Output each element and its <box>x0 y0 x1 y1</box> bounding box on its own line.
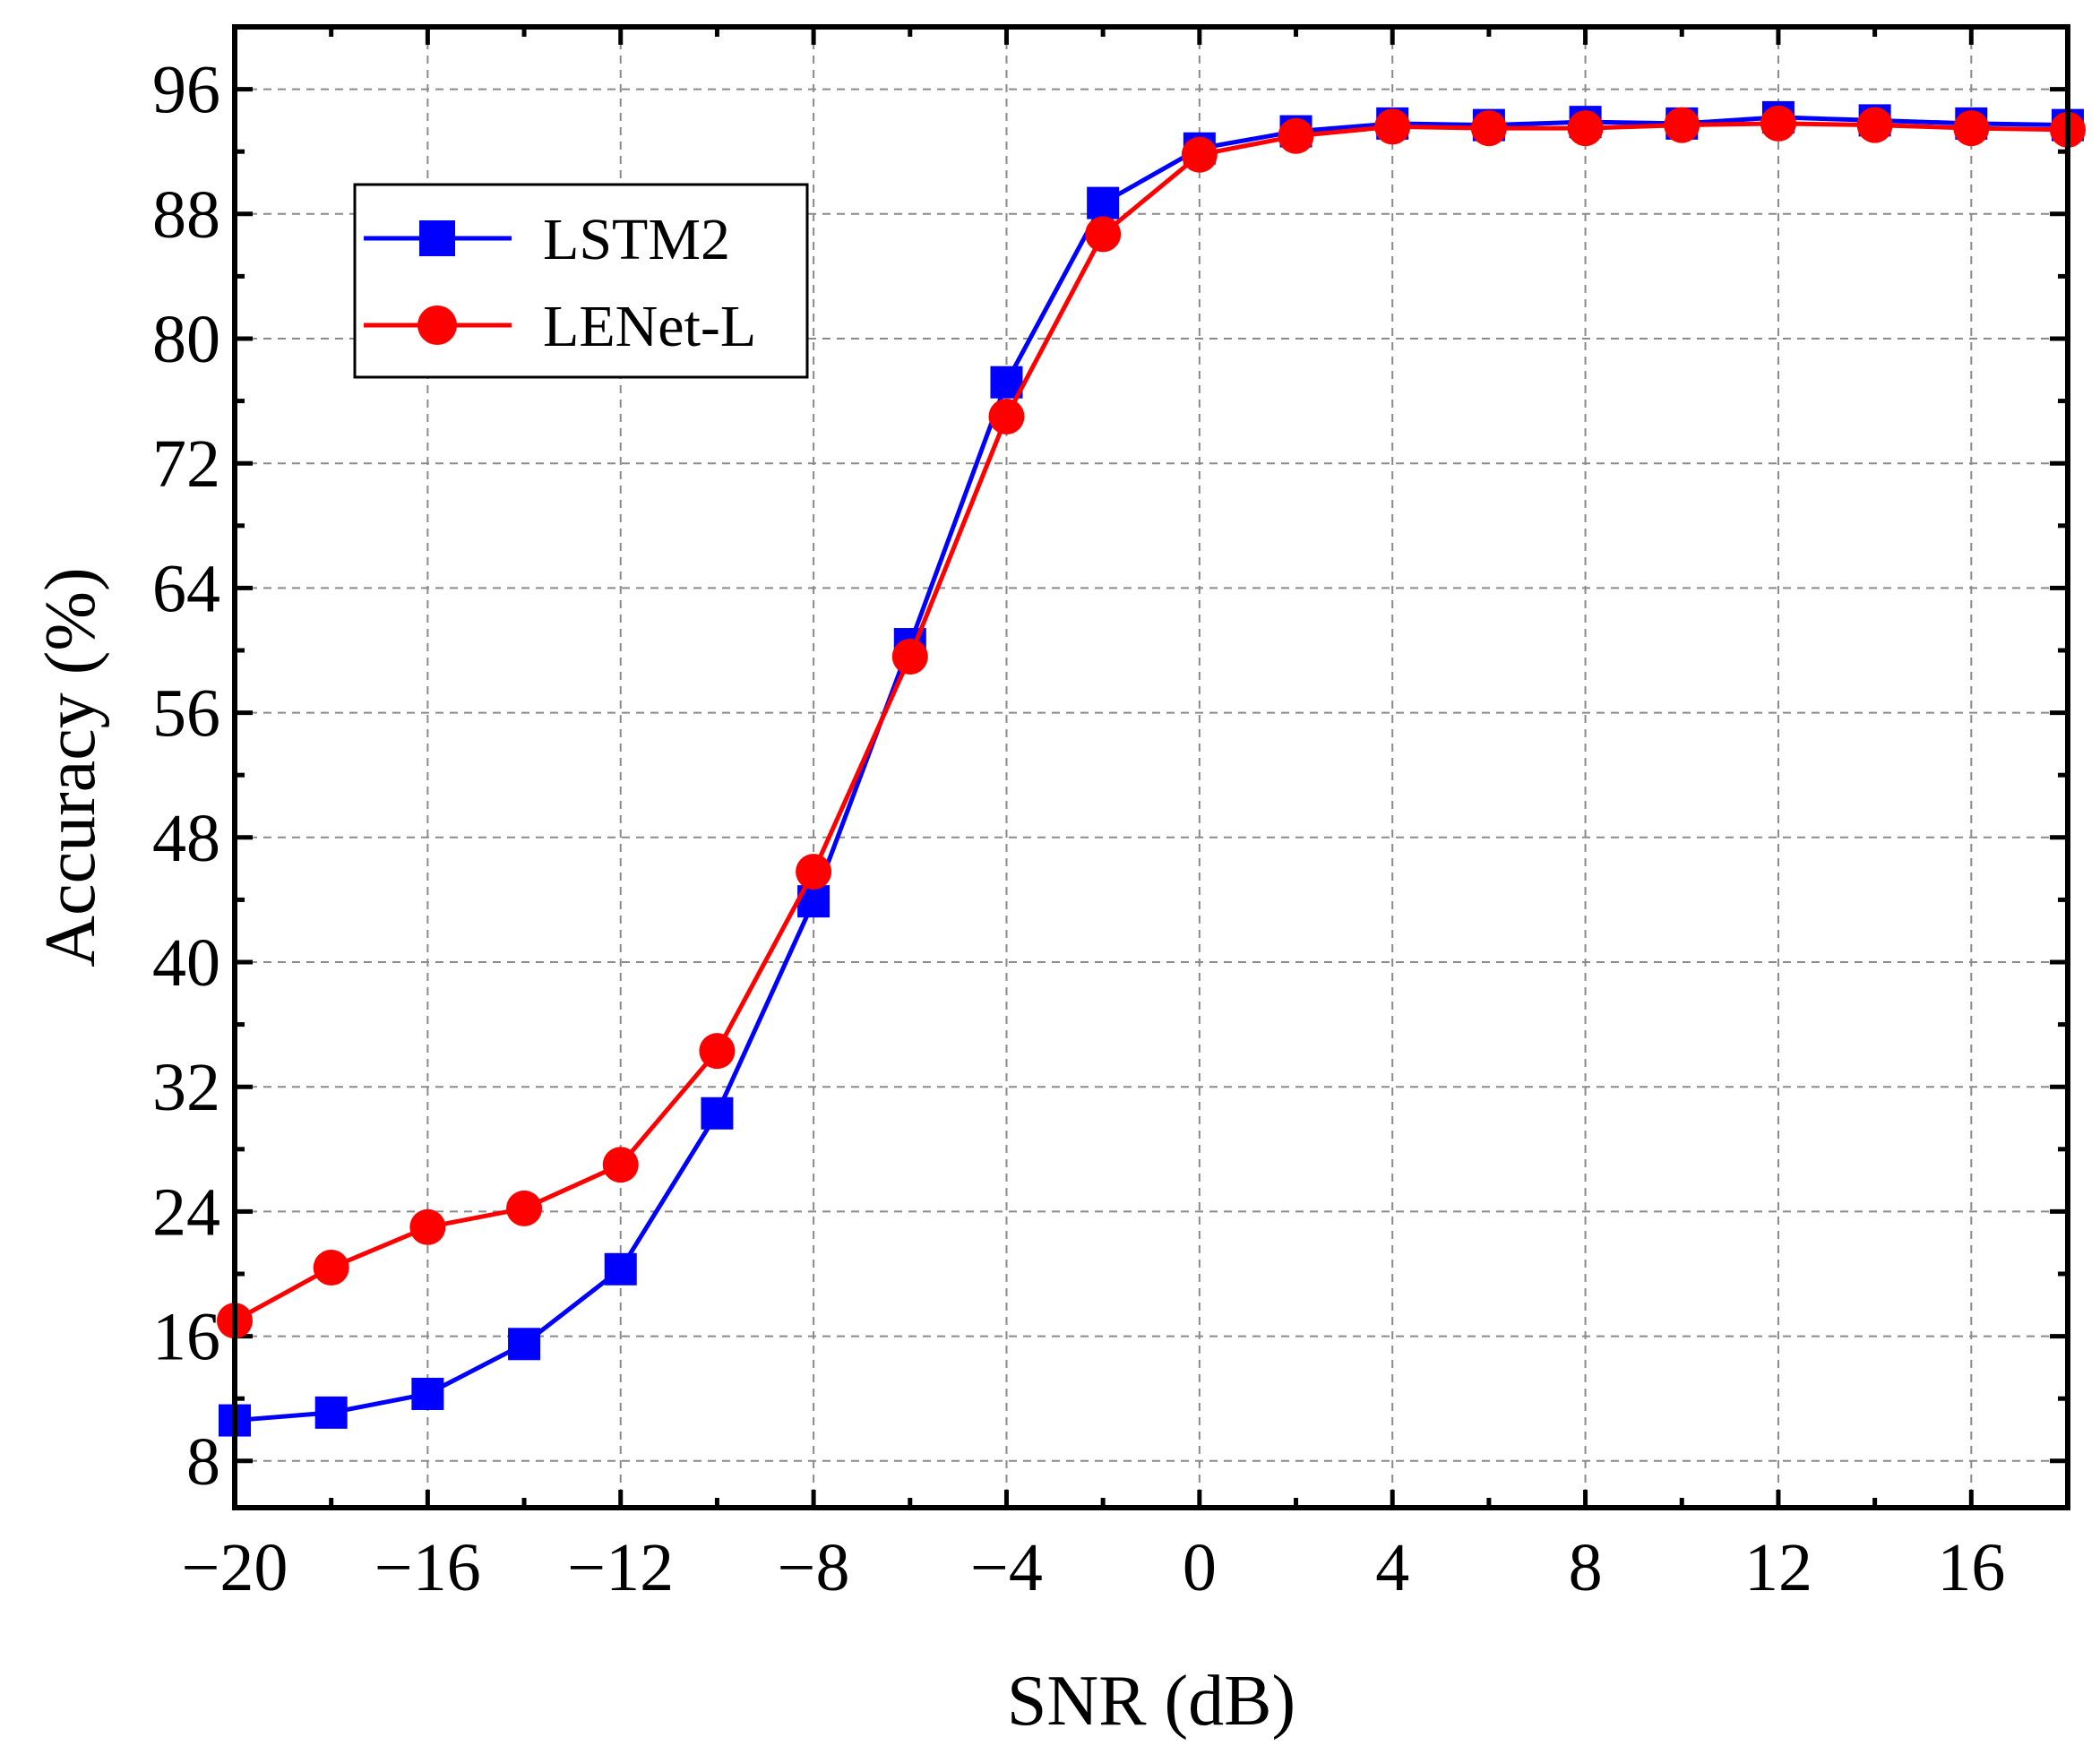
x-tick-label: 8 <box>1569 1530 1603 1605</box>
data-point-LENet-L <box>1374 108 1411 145</box>
data-point-LENet-L <box>1760 105 1796 142</box>
data-point-LENet-L <box>1278 117 1314 154</box>
x-tick-label: 12 <box>1744 1530 1812 1605</box>
data-point-LENet-L <box>313 1250 349 1286</box>
x-tick-label: −4 <box>970 1530 1043 1605</box>
y-tick-label: 64 <box>152 551 220 626</box>
series-LENet-L <box>217 105 2086 1339</box>
data-point-LSTM2 <box>1087 186 1120 219</box>
data-point-LENet-L <box>602 1147 639 1183</box>
tick-labels: −20 −16 −12 −8 −4 0 4 8 12 1681624324048566472808… <box>152 53 2005 1605</box>
y-tick-label: 32 <box>152 1050 220 1125</box>
legend-label-LSTM2: LSTM2 <box>543 207 730 272</box>
data-point-LENet-L <box>506 1190 543 1226</box>
y-tick-label: 16 <box>152 1300 220 1375</box>
data-point-LENet-L <box>1856 107 1893 143</box>
data-point-LSTM2 <box>701 1096 734 1130</box>
data-point-LSTM2 <box>604 1252 637 1286</box>
x-tick-label: −16 <box>374 1530 481 1605</box>
legend-box <box>353 183 809 379</box>
y-tick-label: 72 <box>152 426 220 502</box>
y-tick-label: 48 <box>152 801 220 876</box>
data-point-LENet-L <box>1181 136 1218 173</box>
plot-frame <box>232 24 2070 1510</box>
data-point-LENet-L <box>1953 110 1990 147</box>
data-point-LSTM2 <box>314 1396 348 1429</box>
x-axis-title: SNR (dB) <box>1007 1662 1295 1741</box>
x-tick-label: −12 <box>567 1530 674 1605</box>
data-point-LENet-L <box>409 1208 446 1245</box>
legend-marker-LENet-L <box>417 305 457 345</box>
y-tick-label: 88 <box>152 177 220 253</box>
y-tick-label: 40 <box>152 925 220 1001</box>
data-point-LENet-L <box>988 399 1025 434</box>
y-axis-title: Accuracy (%) <box>31 567 110 967</box>
data-point-LENet-L <box>1085 216 1122 253</box>
x-tick-label: −20 <box>182 1530 288 1605</box>
y-tick-label: 56 <box>152 676 220 752</box>
legend-label-LENet-L: LENet-L <box>543 294 756 359</box>
x-tick-label: 0 <box>1183 1530 1217 1605</box>
x-tick-label: 4 <box>1375 1530 1409 1605</box>
data-point-LSTM2 <box>508 1328 541 1361</box>
legend: LSTM2 LENet-L <box>353 183 809 379</box>
y-tick-label: 80 <box>152 302 220 377</box>
data-point-LENet-L <box>1470 110 1507 147</box>
y-tick-label: 24 <box>152 1174 220 1250</box>
legend-marker-LSTM2 <box>419 220 455 256</box>
y-tick-label: 96 <box>152 53 220 128</box>
data-point-LENet-L <box>1567 110 1604 147</box>
data-point-LSTM2 <box>411 1377 444 1410</box>
data-point-LENet-L <box>891 638 928 675</box>
y-tick-label: 8 <box>186 1424 220 1500</box>
x-tick-label: 16 <box>1937 1530 2005 1605</box>
data-point-LENet-L <box>1664 107 1700 143</box>
data-series <box>217 100 2086 1437</box>
x-tick-label: −8 <box>778 1530 850 1605</box>
data-point-LENet-L <box>699 1033 736 1070</box>
data-point-LENet-L <box>796 854 832 890</box>
